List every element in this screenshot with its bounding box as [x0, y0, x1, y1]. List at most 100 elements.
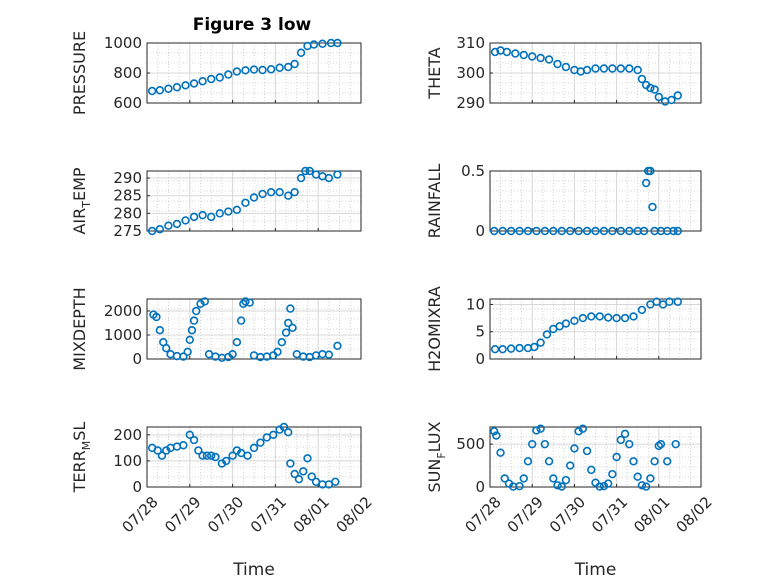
x-tick-label: 07/30	[204, 493, 247, 536]
data-point	[286, 459, 295, 468]
data-point	[612, 452, 621, 462]
figure-title: Figure 3 low	[193, 15, 312, 35]
data-point	[646, 474, 655, 483]
data-point	[211, 452, 220, 462]
data-point	[641, 482, 651, 491]
y-tick-label: 1000	[104, 326, 142, 344]
y-tick-label: 0	[475, 350, 485, 368]
data-point	[582, 65, 592, 75]
x-tick-label: 07/31	[247, 493, 290, 536]
subplot-6: 0 5 10 H2OMIXRA	[425, 286, 702, 372]
data-point	[179, 352, 188, 361]
data-point	[654, 441, 663, 451]
data-point	[587, 465, 596, 475]
data-point	[595, 312, 604, 321]
data-point	[194, 446, 203, 455]
data-point	[515, 481, 524, 491]
data-point	[673, 226, 682, 236]
data-point	[625, 64, 634, 73]
data-point	[258, 65, 267, 75]
data-point	[616, 226, 626, 236]
data-point	[565, 226, 575, 236]
x-axis-label: Time	[232, 560, 275, 580]
data-point	[515, 343, 524, 353]
data-point	[490, 427, 499, 436]
y-tick-label: 290	[456, 94, 485, 112]
data-point	[608, 64, 617, 73]
data-point	[172, 219, 182, 229]
data-point	[625, 226, 634, 236]
data-point	[620, 429, 630, 439]
data-point	[301, 166, 310, 176]
data-point	[544, 55, 554, 64]
data-point	[629, 312, 638, 321]
y-tick-label: 0	[475, 222, 485, 240]
data-point	[200, 297, 209, 306]
data-point	[519, 50, 528, 60]
data-point	[540, 226, 550, 236]
data-point	[153, 446, 162, 455]
data-point	[492, 431, 501, 440]
data-point	[224, 70, 233, 79]
data-point	[530, 342, 539, 352]
data-point	[324, 173, 334, 183]
data-point	[591, 226, 600, 236]
y-tick-label: 200	[113, 426, 142, 444]
data-point	[155, 225, 165, 234]
y-axis-label: AIRTEMP	[70, 167, 93, 234]
data-point	[557, 226, 566, 236]
data-point	[249, 65, 259, 74]
axes-border	[489, 42, 702, 104]
y-tick-label: 0	[475, 478, 485, 496]
y-tick-label: 290	[113, 169, 142, 187]
data-point	[224, 207, 233, 216]
data-point	[296, 173, 306, 183]
data-point	[570, 316, 579, 326]
x-tick-label: 07/28	[118, 493, 161, 536]
y-axis-label: H2OMIXRA	[425, 286, 444, 372]
data-point	[279, 422, 289, 432]
data-point	[198, 210, 207, 220]
data-point	[641, 178, 651, 188]
y-axis-label: TERRMSL	[70, 422, 93, 494]
data-point	[561, 475, 571, 485]
data-point	[523, 226, 533, 236]
data-point	[506, 344, 516, 353]
data-point	[249, 443, 259, 453]
y-tick-label: 275	[113, 222, 142, 240]
data-point	[162, 344, 171, 353]
data-point	[599, 64, 609, 73]
data-point	[155, 86, 165, 95]
data-point	[498, 344, 507, 354]
data-point	[290, 59, 299, 69]
y-tick-label: 10	[466, 295, 485, 313]
data-point	[620, 313, 630, 323]
data-point	[527, 439, 537, 449]
data-point	[241, 297, 250, 306]
data-point	[288, 323, 297, 332]
data-point	[565, 461, 575, 470]
data-point	[189, 79, 199, 88]
data-point	[608, 226, 617, 236]
data-point	[532, 426, 541, 435]
axes-border	[489, 298, 702, 360]
subplot-2: 290 300 310 THETA	[425, 34, 702, 112]
data-point	[591, 64, 600, 73]
subplot-5: 0 1000 2000 MIXDEPTH	[70, 287, 362, 371]
data-point	[309, 40, 319, 49]
y-tick-label: 0.5	[461, 162, 485, 180]
data-point	[277, 338, 287, 347]
data-point	[221, 456, 231, 466]
data-point	[633, 65, 642, 75]
x-tick-label: 07/30	[546, 493, 589, 536]
data-point	[523, 457, 533, 466]
data-point	[500, 474, 509, 483]
data-point	[228, 451, 237, 460]
data-point	[650, 457, 659, 466]
y-tick-label: 0	[132, 350, 142, 368]
data-point	[654, 92, 663, 102]
data-point	[189, 435, 199, 445]
data-point	[198, 77, 207, 86]
